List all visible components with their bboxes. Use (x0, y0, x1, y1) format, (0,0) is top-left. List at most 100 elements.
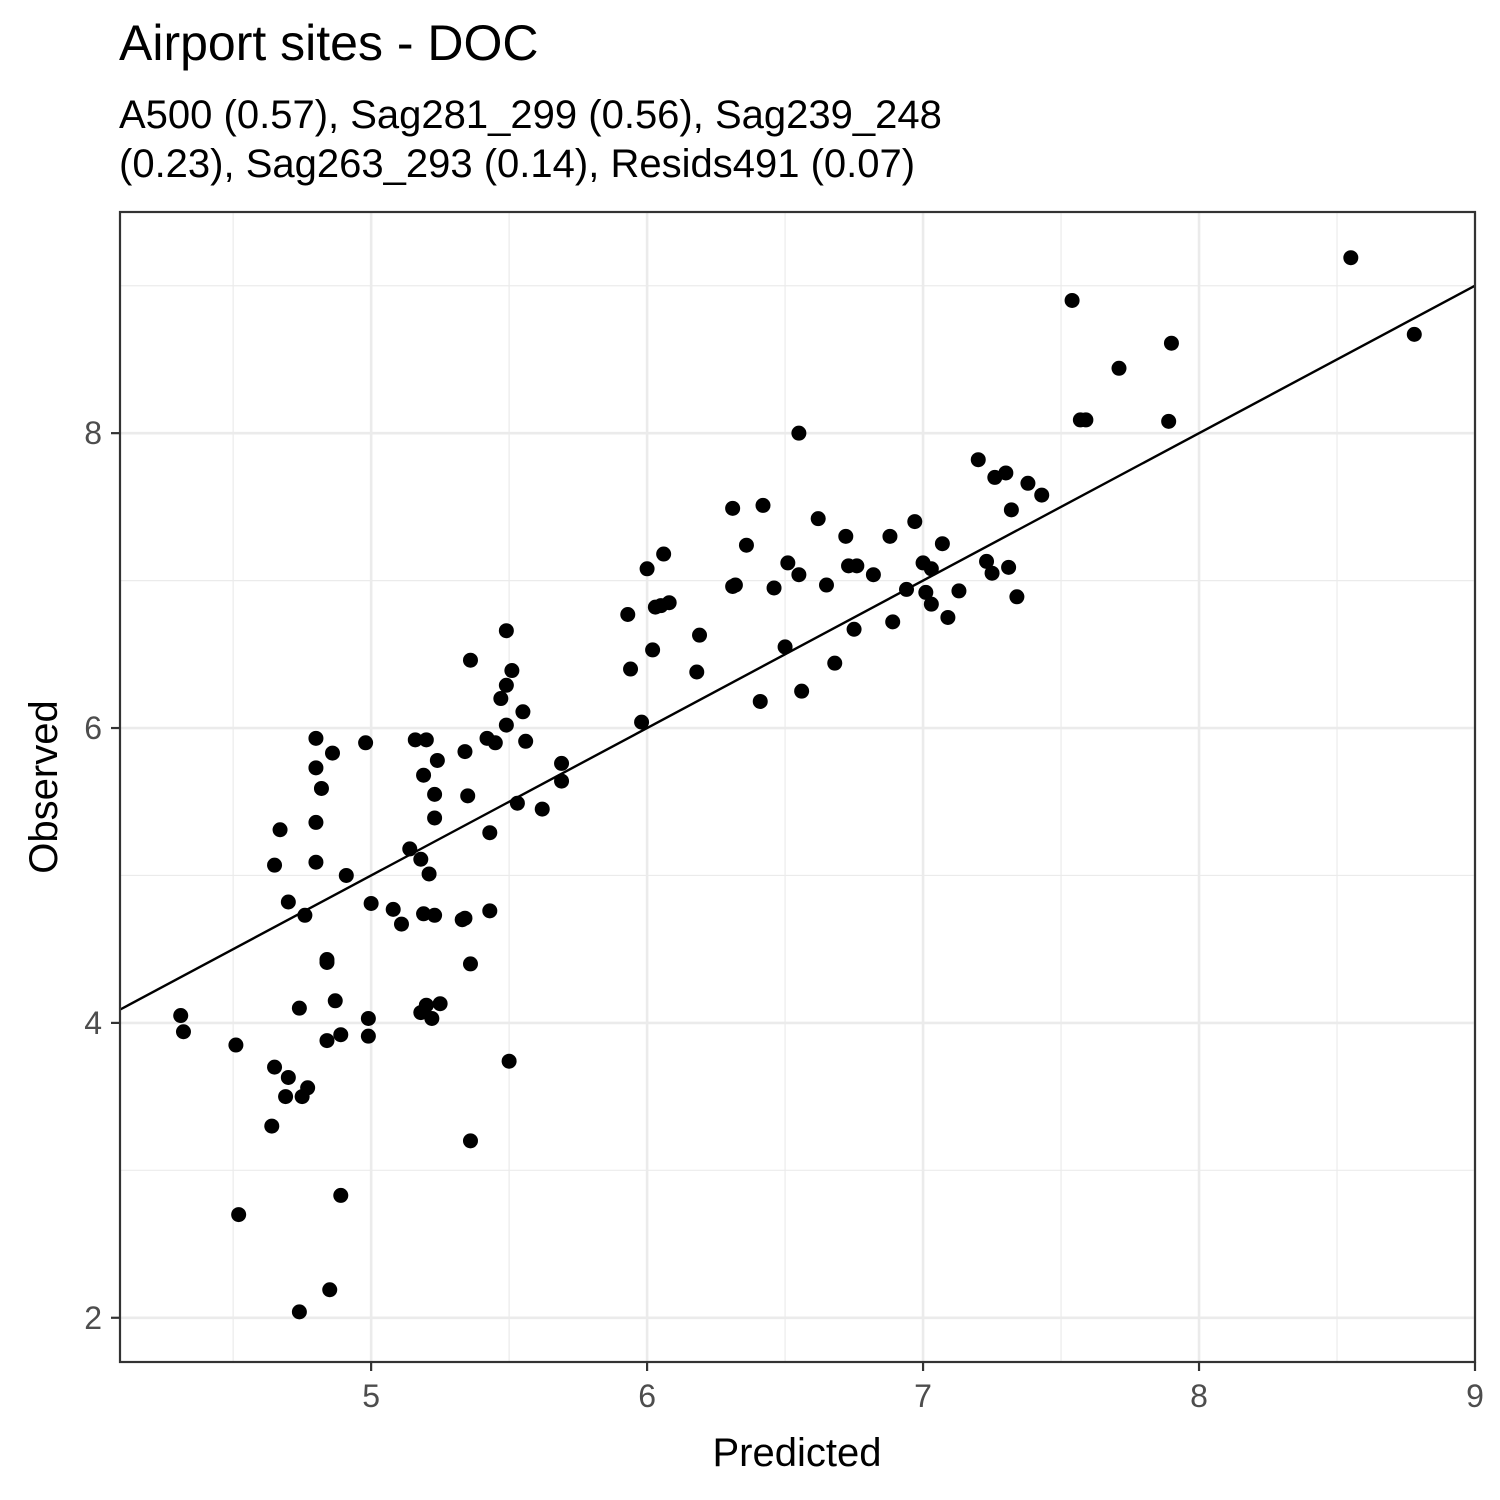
data-point (1020, 475, 1036, 491)
data-point (360, 1028, 376, 1044)
data-point (518, 733, 534, 749)
data-point (457, 744, 473, 760)
data-point (940, 609, 956, 625)
data-point (457, 910, 473, 926)
data-point (979, 553, 995, 569)
data-point (620, 607, 636, 622)
data-point (427, 786, 443, 802)
data-point (634, 714, 650, 730)
data-point (661, 595, 677, 611)
data-point (427, 907, 443, 923)
data-point (421, 866, 437, 882)
data-point (402, 841, 418, 857)
data-point (777, 639, 793, 655)
x-tick-label: 7 (914, 1378, 932, 1414)
x-tick-label: 5 (362, 1378, 380, 1414)
data-point (1111, 360, 1127, 376)
data-point (460, 788, 476, 804)
data-point (818, 577, 834, 593)
plot-panel-border (118, 210, 1477, 1364)
data-point (264, 1118, 280, 1134)
data-point (498, 717, 514, 733)
data-point (393, 916, 409, 932)
data-point (175, 1024, 191, 1040)
x-tick-label: 9 (1466, 1378, 1484, 1414)
data-point (272, 822, 288, 838)
chart-title: Airport sites - DOC (119, 15, 539, 71)
data-point (333, 1187, 349, 1203)
data-point (1406, 326, 1422, 342)
data-point (849, 558, 865, 574)
data-point (482, 903, 498, 919)
data-point (645, 642, 661, 658)
data-point (1034, 487, 1050, 503)
data-point (727, 577, 743, 593)
data-point (882, 528, 898, 544)
data-point (385, 901, 401, 917)
data-point (1161, 413, 1177, 429)
data-point (327, 993, 343, 1009)
data-point (838, 528, 854, 544)
data-point (358, 735, 374, 751)
data-point (462, 652, 478, 668)
data-point (810, 511, 826, 527)
data-point (923, 596, 939, 612)
y-tick-label: 4 (84, 1005, 102, 1041)
data-point (846, 621, 862, 637)
data-point (267, 1059, 283, 1075)
data-point (998, 465, 1014, 481)
data-point (319, 1033, 335, 1049)
data-point (1001, 559, 1017, 575)
data-point (692, 627, 708, 643)
data-point (501, 1053, 517, 1069)
data-point (738, 537, 754, 553)
data-point (462, 956, 478, 972)
data-point (487, 735, 503, 751)
data-point (689, 664, 705, 680)
data-point (360, 1010, 376, 1026)
data-point (984, 565, 1000, 581)
data-point (639, 561, 655, 577)
data-point (970, 452, 986, 468)
data-point (623, 661, 639, 677)
data-point (885, 614, 901, 630)
data-point (308, 814, 324, 830)
y-axis-label: Observed (22, 700, 66, 873)
data-point (427, 810, 443, 826)
data-point (308, 854, 324, 870)
data-point (416, 906, 432, 922)
data-point (363, 895, 379, 911)
data-point (755, 497, 771, 513)
x-tick-label: 6 (638, 1378, 656, 1414)
data-point (333, 1027, 349, 1043)
data-point (656, 546, 672, 562)
data-point (515, 704, 531, 720)
data-point (918, 584, 934, 600)
data-point (1003, 502, 1019, 518)
data-point (498, 623, 514, 639)
data-point (324, 745, 340, 761)
data-point (291, 1000, 307, 1016)
data-point (418, 997, 434, 1013)
data-point (498, 677, 514, 693)
data-points (173, 250, 1422, 1320)
y-axis-ticks: 2 4 6 8 (84, 415, 120, 1336)
data-point (278, 1089, 294, 1105)
data-point (313, 780, 329, 796)
data-point (509, 795, 525, 811)
data-point (1009, 589, 1025, 605)
data-point (554, 755, 570, 771)
data-point (554, 773, 570, 789)
x-axis-ticks: 5 6 7 8 9 (362, 1362, 1484, 1414)
data-point (766, 580, 782, 596)
y-tick-label: 8 (84, 415, 102, 451)
data-point (407, 732, 423, 748)
y-tick-label: 2 (84, 1300, 102, 1336)
chart-subtitle-line-1: A500 (0.57), Sag281_299 (0.56), Sag239_2… (119, 93, 942, 137)
data-point (462, 1133, 478, 1149)
data-point (827, 655, 843, 671)
data-point (780, 555, 796, 571)
data-point (291, 1304, 307, 1320)
data-point (280, 1069, 296, 1085)
data-point (429, 752, 445, 768)
